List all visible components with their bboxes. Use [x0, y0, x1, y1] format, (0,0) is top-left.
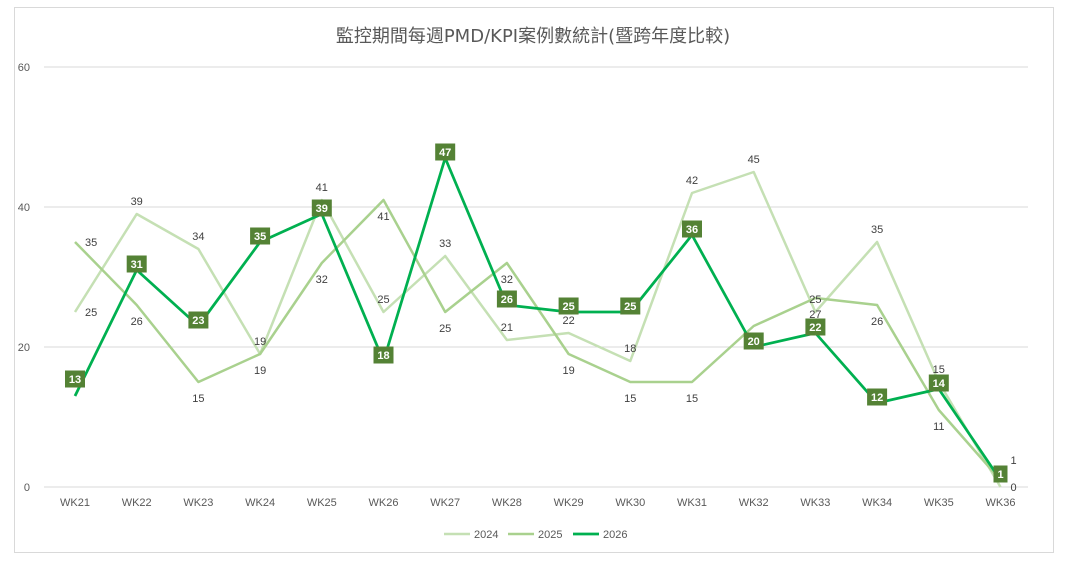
legend-label-2024: 2024	[474, 529, 498, 541]
data-label-2024: 25	[809, 294, 821, 306]
data-label-2026: 20	[748, 336, 760, 348]
data-label-2024: 25	[377, 294, 389, 306]
data-label-2025: 19	[254, 365, 266, 377]
data-label-2025: 15	[624, 393, 636, 405]
data-label-2024: 19	[254, 336, 266, 348]
chart-title: 監控期間每週PMD/KPI案例數統計(暨跨年度比較)	[336, 26, 730, 47]
data-label-2025: 27	[809, 309, 821, 321]
data-label-box-2026	[496, 290, 517, 308]
data-label-2025: 1	[1011, 455, 1017, 467]
x-tick-label: WK21	[60, 497, 90, 509]
data-label-2025: 26	[871, 316, 883, 328]
series-line-2026	[73, 156, 1002, 481]
data-label-2026: 22	[809, 322, 821, 334]
data-label-2024: 22	[562, 315, 574, 327]
data-label-2024: 33	[439, 238, 451, 250]
data-label-2025: 11	[933, 421, 944, 433]
data-label-box-2026	[867, 388, 888, 406]
data-label-2024: 42	[686, 175, 698, 187]
data-label-2024: 25	[85, 307, 97, 319]
x-tick-label: WK22	[122, 497, 152, 509]
data-label-2024: 39	[131, 196, 143, 208]
data-label-box-2026	[620, 297, 641, 315]
data-label-2026: 23	[192, 315, 204, 327]
series-line-2025	[74, 198, 1002, 481]
legend-label-2025: 2025	[538, 529, 562, 541]
data-label-box-2026	[126, 255, 147, 273]
data-label-box-2026	[805, 318, 826, 336]
x-tick-label: WK33	[800, 497, 830, 509]
data-label-2024: 21	[501, 322, 513, 334]
data-label-2026: 25	[562, 301, 574, 313]
data-label-box-2026	[558, 297, 579, 315]
x-axis: WK21 WK22 WK23 WK24 WK25 WK26 WK27 WK28 WK29 WK30…	[60, 497, 1015, 509]
data-label-box-2026	[993, 465, 1008, 483]
x-tick-label: WK30	[615, 497, 645, 509]
x-tick-label: WK34	[862, 497, 892, 509]
series-line-2024	[73, 170, 1002, 488]
data-label-2026: 47	[439, 147, 451, 159]
data-label-2024: 15	[933, 364, 945, 376]
data-label-box-2026	[928, 374, 949, 392]
data-label-2026: 13	[69, 374, 81, 386]
data-labels: 25 39 34 19 41 25 33 21 22 18 42 45 25 35 15 0 35 26 15 19 3…	[65, 143, 1017, 494]
data-label-2025: 19	[562, 365, 574, 377]
gridlines	[44, 66, 1028, 488]
x-tick-label: WK24	[245, 497, 275, 509]
data-label-2025: 32	[316, 274, 328, 286]
data-label-2026: 35	[254, 231, 266, 243]
data-label-2024: 41	[316, 182, 328, 194]
x-tick-label: WK28	[492, 497, 522, 509]
y-tick-label: 40	[18, 202, 30, 214]
data-label-2024: 35	[871, 224, 883, 236]
data-label-2026: 39	[316, 203, 328, 215]
data-label-2025: 25	[439, 323, 451, 335]
data-label-2026: 31	[131, 259, 143, 271]
data-label-2024: 0	[1011, 482, 1017, 494]
data-label-2025: 35	[85, 237, 97, 249]
x-tick-label: WK36	[986, 497, 1016, 509]
legend-label-2026: 2026	[603, 529, 627, 541]
data-label-box-2026	[65, 370, 85, 388]
data-label-box-2026	[250, 227, 271, 245]
data-label-2026: 12	[871, 392, 883, 404]
data-label-2026: 36	[686, 224, 698, 236]
data-label-2026: 1	[997, 469, 1003, 481]
data-label-2024: 45	[748, 154, 760, 166]
x-tick-label: WK27	[430, 497, 460, 509]
data-label-2025: 15	[192, 393, 204, 405]
x-tick-label: WK26	[369, 497, 399, 509]
chart-area	[14, 7, 1054, 553]
data-label-2025: 26	[131, 316, 143, 328]
x-tick-label: WK29	[554, 497, 584, 509]
x-tick-label: WK32	[739, 497, 769, 509]
series-lines	[73, 156, 1002, 488]
data-label-2025: 32	[501, 274, 513, 286]
data-label-2026: 25	[624, 301, 636, 313]
data-label-box-2026	[743, 332, 764, 350]
data-label-2026: 26	[501, 294, 513, 306]
data-label-2024: 34	[192, 231, 204, 243]
x-tick-label: WK31	[677, 497, 707, 509]
x-tick-label: WK23	[183, 497, 213, 509]
y-tick-label: 0	[24, 482, 30, 494]
data-label-2026: 18	[377, 350, 389, 362]
data-label-box-2026	[682, 220, 702, 238]
y-axis: 0 20 40 60	[18, 62, 30, 494]
data-label-2026: 14	[933, 378, 946, 390]
data-label-2025: 15	[686, 393, 698, 405]
data-label-2025: 41	[377, 211, 389, 223]
legend: 2024 2025 2026	[444, 529, 627, 541]
data-label-box-2026	[373, 346, 394, 364]
x-tick-label: WK35	[924, 497, 954, 509]
data-label-2024: 18	[624, 343, 636, 355]
y-tick-label: 20	[18, 342, 30, 354]
x-tick-label: WK25	[307, 497, 337, 509]
data-label-box-2026	[311, 199, 332, 217]
data-label-box-2026	[188, 311, 209, 329]
y-tick-label: 60	[18, 62, 30, 74]
data-label-box-2026	[435, 143, 456, 161]
